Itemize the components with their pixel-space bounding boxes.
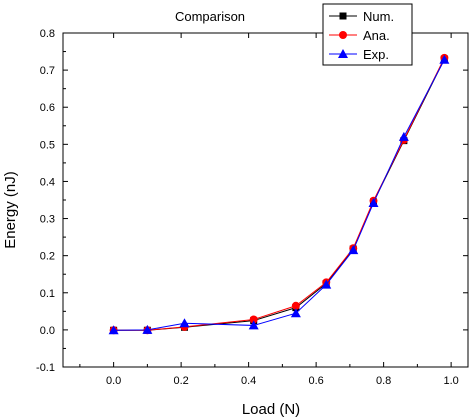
triangle-marker xyxy=(248,320,259,330)
y-tick-label: 0.7 xyxy=(40,65,55,77)
y-tick-label: 0.2 xyxy=(40,251,55,263)
x-tick-label: 1.0 xyxy=(443,375,458,387)
x-tick-label: 0.6 xyxy=(308,375,323,387)
x-tick-label: 0.4 xyxy=(241,375,256,387)
square-marker xyxy=(339,12,347,20)
legend-label: Exp. xyxy=(363,47,389,62)
triangle-marker xyxy=(179,318,190,328)
triangle-marker xyxy=(348,245,359,255)
x-tick-label: 0.2 xyxy=(173,375,188,387)
y-tick-label: 0.4 xyxy=(40,176,55,188)
triangle-marker xyxy=(142,324,153,334)
y-tick-label: 0.1 xyxy=(40,288,55,300)
plot-area: 0.0 0.2 0.4 0.6 0.8 1.0 -0.1 0.0 0.1 0.2 0.3 0.4 0.5… xyxy=(36,28,469,387)
y-tick-label: 0.0 xyxy=(40,325,55,337)
y-axis-label: Energy (nJ) xyxy=(2,171,19,249)
x-tick-label: 0.8 xyxy=(376,375,391,387)
circle-marker xyxy=(339,31,347,39)
series-line xyxy=(113,59,445,331)
legend: Num. Ana. Exp. xyxy=(322,3,413,66)
triangle-marker xyxy=(368,197,379,207)
circle-marker xyxy=(291,301,300,310)
chart-title: Comparison xyxy=(175,9,245,24)
triangle-marker xyxy=(439,54,450,64)
y-tick-label: 0.6 xyxy=(40,102,55,114)
series-num xyxy=(110,55,448,334)
triangle-marker xyxy=(321,279,332,289)
x-axis-label: Load (N) xyxy=(242,401,300,418)
x-tick-label: 0.0 xyxy=(106,375,121,387)
triangle-marker xyxy=(290,308,301,318)
series-exp xyxy=(108,54,450,335)
triangle-marker xyxy=(398,131,409,141)
y-tick-label: 0.5 xyxy=(40,139,55,151)
legend-label: Num. xyxy=(363,9,394,24)
y-tick-label: 0.8 xyxy=(40,28,55,40)
triangle-marker xyxy=(338,49,348,58)
series-ana xyxy=(109,53,449,335)
circle-marker xyxy=(249,315,258,324)
triangle-marker xyxy=(108,325,119,335)
legend-label: Ana. xyxy=(363,28,390,43)
series-line xyxy=(113,58,445,331)
y-tick-label: 0.3 xyxy=(40,214,55,226)
y-tick-label: -0.1 xyxy=(36,362,55,374)
series-line xyxy=(113,57,445,331)
